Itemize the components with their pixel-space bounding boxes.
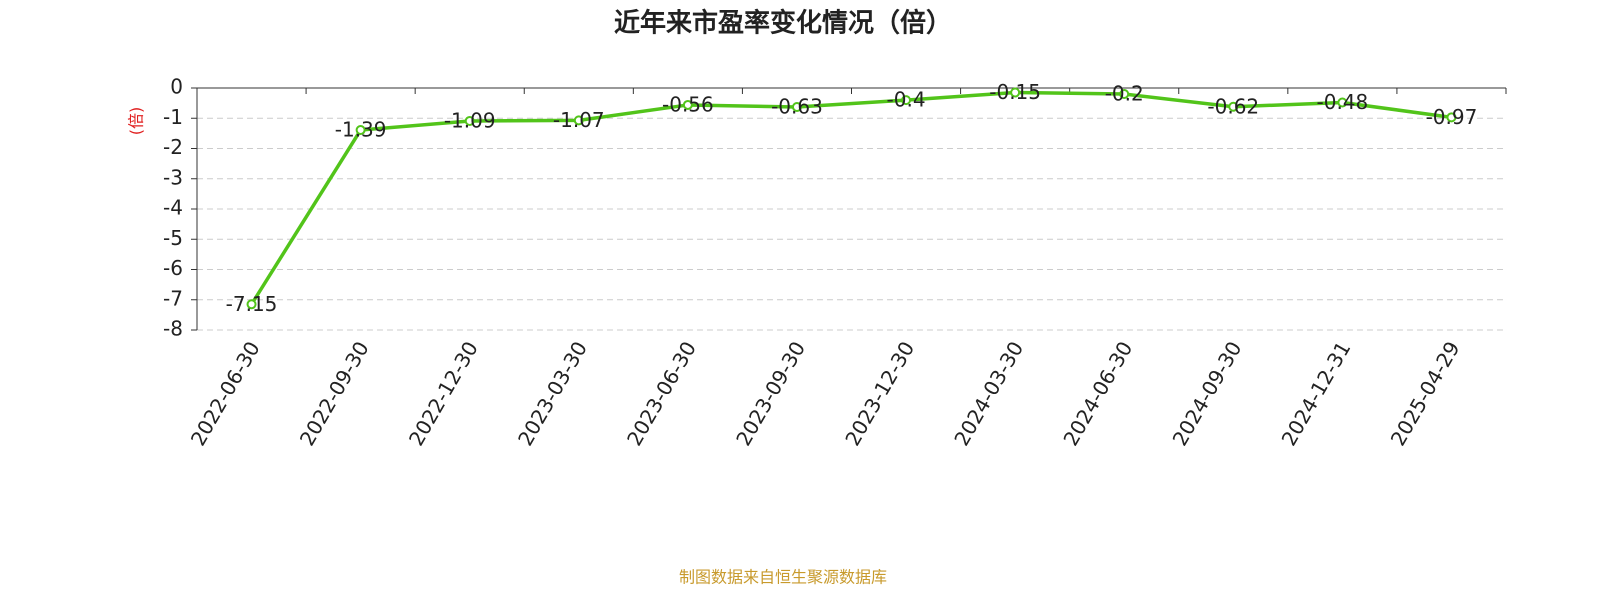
data-label: -7.15 <box>226 292 278 316</box>
x-tick-label: 2023-06-30 <box>622 337 701 450</box>
chart-title: 近年来市盈率变化情况（倍） <box>614 8 952 39</box>
line <box>250 90 1452 306</box>
data-label: -0.48 <box>1317 90 1369 114</box>
data-label: -0.56 <box>662 92 714 116</box>
data-label: -1.39 <box>335 118 387 142</box>
point <box>1228 101 1239 112</box>
data-label: -0.63 <box>771 95 823 119</box>
y-tick-label: 0 <box>170 75 183 99</box>
y-tick-label: -2 <box>163 135 183 159</box>
data-label: -0.4 <box>887 88 926 112</box>
data-label: -0.2 <box>1105 82 1144 106</box>
x-tick-label: 2023-03-30 <box>513 337 592 450</box>
data-label: -1.07 <box>553 108 605 132</box>
x-tick-label: 2024-03-30 <box>949 337 1028 450</box>
x-tick-label: 2022-09-30 <box>295 337 374 450</box>
x-tick-label: 2023-09-30 <box>731 337 810 450</box>
x-tick-label: 2023-12-30 <box>840 337 919 450</box>
point <box>246 299 257 310</box>
y-tick-label: -4 <box>163 196 183 220</box>
x-tick-label: 2025-04-29 <box>1386 337 1465 450</box>
point <box>682 99 693 110</box>
y-tick-label: -1 <box>163 105 183 129</box>
y-tick-label: -6 <box>163 256 183 280</box>
y-tick-label: -7 <box>163 286 183 310</box>
x-tick-label: 2022-06-30 <box>186 337 265 450</box>
x-tick-label: 2024-09-30 <box>1167 337 1246 450</box>
data-label: -0.15 <box>989 80 1041 104</box>
y-tick-label: -5 <box>163 226 183 250</box>
data-label: -0.97 <box>1426 105 1478 129</box>
data-label: -1.09 <box>444 108 496 132</box>
x-tick-label: 2024-06-30 <box>1058 337 1137 450</box>
point <box>791 102 802 113</box>
point <box>464 115 475 126</box>
y-tick-label: -3 <box>163 165 183 189</box>
point <box>1446 112 1457 123</box>
x-tick-label: 2024-12-31 <box>1277 337 1356 450</box>
point <box>1119 89 1130 100</box>
y-axis-label: (倍) <box>127 107 146 136</box>
source-note: 制图数据来自恒生聚源数据库 <box>679 568 887 587</box>
point <box>901 95 912 106</box>
point <box>1010 87 1021 98</box>
data-label: -0.62 <box>1207 94 1259 118</box>
x-tick-label: 2022-12-30 <box>404 337 483 450</box>
y-tick-label: -8 <box>163 317 183 341</box>
point <box>573 115 584 126</box>
point <box>355 125 366 136</box>
point <box>1337 97 1348 108</box>
